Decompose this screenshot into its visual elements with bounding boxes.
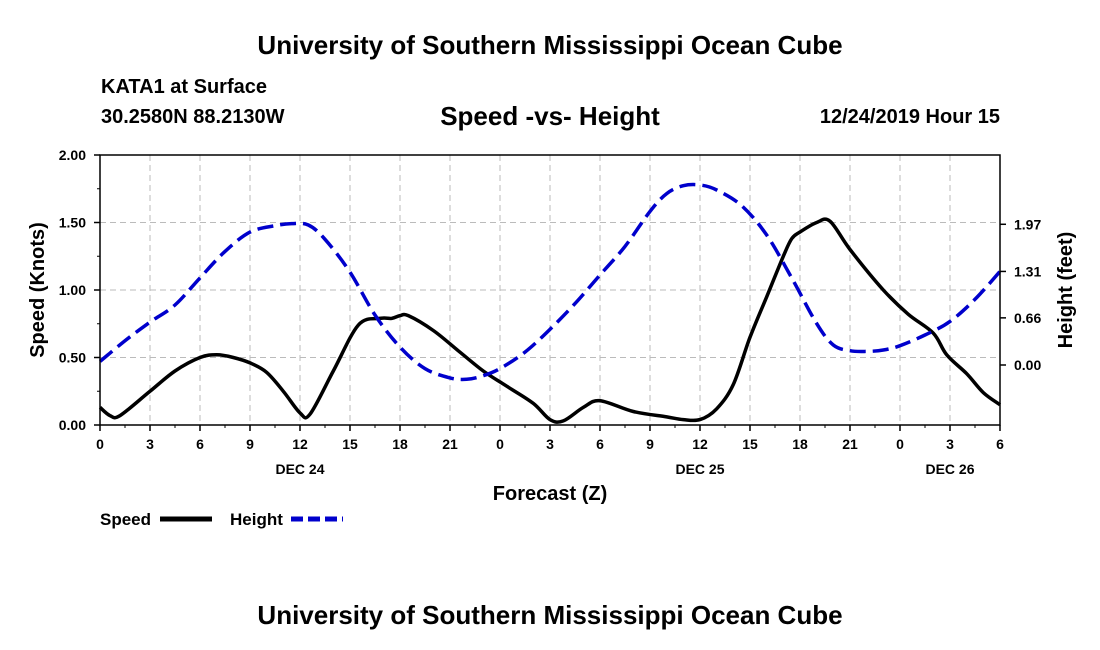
x-tick-label: 0: [896, 436, 904, 452]
x-tick-label: 21: [442, 436, 458, 452]
bottom-title: University of Southern Mississippi Ocean…: [257, 600, 843, 630]
y-tick-label: 0.00: [59, 417, 86, 433]
x-tick-label: 3: [146, 436, 154, 452]
y2-tick-label: 1.31: [1014, 263, 1041, 279]
x-tick-label: 6: [196, 436, 204, 452]
chart-title: Speed -vs- Height: [440, 101, 660, 131]
x-tick-label: 0: [496, 436, 504, 452]
x-tick-label: 12: [292, 436, 308, 452]
y-tick-label: 1.00: [59, 282, 86, 298]
chart-grid: [100, 155, 1000, 425]
top-title: University of Southern Mississippi Ocean…: [257, 30, 843, 60]
coordinates-label: 30.2580N 88.2130W: [101, 106, 285, 128]
legend: Speed Height: [100, 510, 343, 529]
y-tick-label: 1.50: [59, 215, 86, 231]
y-axis-title: Speed (Knots): [27, 222, 49, 358]
datetime-label: 12/24/2019 Hour 15: [819, 106, 1000, 128]
y2-tick-label: 0.00: [1014, 357, 1041, 373]
chart-series: [98, 182, 1002, 424]
speed-series-line: [98, 217, 1002, 424]
day-label: DEC 24: [275, 461, 324, 477]
height-series-line: [98, 182, 1002, 382]
x-tick-label: 18: [792, 436, 808, 452]
x-tick-label: 12: [692, 436, 708, 452]
chart-axes: 0 3 6 9 12 15 18 21 0 3 6 9 12 15 18 21 0 3 6 DEC 24 DEC 25 D…: [59, 147, 1042, 477]
x-tick-label: 6: [996, 436, 1004, 452]
x-tick-label: 21: [842, 436, 858, 452]
y-tick-label: 0.50: [59, 350, 86, 366]
y-tick-label: 2.00: [59, 147, 86, 163]
station-label: KATA1 at Surface: [101, 76, 267, 98]
x-axis-title: Forecast (Z): [493, 483, 607, 505]
x-tick-label: 9: [246, 436, 254, 452]
day-label: DEC 26: [925, 461, 974, 477]
x-tick-label: 15: [742, 436, 758, 452]
x-tick-label: 9: [646, 436, 654, 452]
x-tick-label: 18: [392, 436, 408, 452]
x-tick-label: 6: [596, 436, 604, 452]
x-tick-label: 3: [946, 436, 954, 452]
y2-axis-title: Height (feet): [1055, 232, 1077, 349]
x-tick-label: 15: [342, 436, 358, 452]
legend-height-label: Height: [230, 510, 283, 529]
y2-tick-label: 0.66: [1014, 310, 1041, 326]
day-label: DEC 25: [675, 461, 724, 477]
x-tick-label: 3: [546, 436, 554, 452]
x-tick-label: 0: [96, 436, 104, 452]
legend-speed-label: Speed: [100, 510, 151, 529]
y2-tick-label: 1.97: [1014, 216, 1041, 232]
